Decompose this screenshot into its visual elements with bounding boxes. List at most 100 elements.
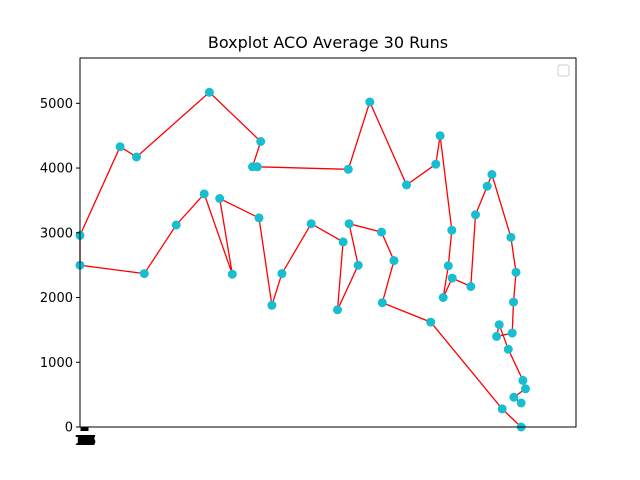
x-tick-label: 46 [80, 434, 97, 449]
route-point [431, 159, 441, 169]
route-point [353, 260, 363, 270]
route-point [492, 331, 502, 341]
route-point [389, 256, 399, 266]
y-tick-label: 3000 [40, 226, 73, 241]
plot-area [75, 87, 530, 432]
x-tick-label: 12 [75, 434, 92, 449]
route-point [343, 164, 353, 174]
x-tick-label: 23 [76, 434, 93, 449]
y-tick-label: 5000 [40, 97, 73, 112]
route-point [447, 225, 457, 235]
route-point [516, 398, 526, 408]
x-axis: 0123456789101112131415161718192021222324… [74, 427, 96, 449]
x-tick-label: 32 [77, 434, 94, 449]
route-point [132, 152, 141, 162]
x-tick-label: 11 [74, 434, 91, 449]
x-tick-label: 30 [77, 434, 94, 449]
route-point [507, 328, 517, 338]
x-tick-label: 26 [77, 434, 94, 449]
x-tick-label: 19 [76, 434, 93, 449]
x-tick-label: 20 [76, 434, 93, 449]
x-tick-label: 7 [78, 434, 86, 449]
x-tick-label: 47 [80, 434, 97, 449]
route-point [204, 87, 214, 97]
y-tick-label: 2000 [40, 291, 73, 306]
x-tick-label: 43 [79, 434, 96, 449]
route-point [254, 213, 264, 223]
route-point [435, 131, 445, 141]
route-point [487, 170, 497, 179]
route-point [215, 194, 225, 203]
x-tick-label: 10 [74, 434, 91, 449]
x-tick-label: 1 [77, 434, 85, 449]
x-tick-label: 9 [78, 434, 86, 449]
x-tick-label: 8 [78, 434, 86, 449]
x-tick-label: 25 [76, 434, 93, 449]
route-point [115, 142, 125, 152]
route-point [494, 320, 504, 330]
x-tick-label: 16 [75, 434, 92, 449]
x-tick-label: 14 [75, 434, 92, 449]
x-tick-label: 5 [78, 434, 86, 449]
x-tick-label: 33 [78, 434, 95, 449]
y-tick-label: 1000 [40, 356, 73, 371]
route-point [509, 297, 518, 307]
x-tick-label: 31 [77, 434, 94, 449]
x-tick-label: 24 [76, 434, 93, 449]
x-tick-label: 45 [79, 434, 96, 449]
y-tick-label: 4000 [40, 162, 73, 177]
route-point [511, 267, 521, 277]
legend-box [557, 64, 570, 77]
route-point [344, 219, 354, 229]
x-tick-label: 41 [79, 434, 96, 449]
route-point [333, 305, 342, 315]
route-point [521, 384, 530, 394]
route-point [466, 282, 476, 291]
route-point [482, 181, 492, 191]
route-point [509, 392, 519, 402]
x-tick-label: 36 [78, 434, 95, 449]
x-tick-label: 29 [77, 434, 94, 449]
route-point [267, 300, 277, 310]
x-tick-label: 40 [79, 434, 96, 449]
x-tick-label: 15 [75, 434, 92, 449]
route-point [443, 261, 453, 271]
axes-frame [79, 57, 577, 428]
y-tick-label: 0 [65, 421, 73, 436]
x-tick-label: 18 [75, 434, 92, 449]
x-tick-label: 0 [77, 434, 85, 449]
route-point [139, 269, 149, 279]
route-point [503, 344, 513, 354]
x-tick-label: 6 [78, 434, 86, 449]
x-tick-label: 13 [75, 434, 92, 449]
y-axis: 0 1000 2000 3000 4000 5000 [40, 97, 80, 436]
route-point [338, 237, 348, 247]
x-tick-label: 3 [77, 434, 85, 449]
x-tick-label: 34 [78, 434, 95, 449]
x-tick-label: 37 [78, 434, 95, 449]
route-point [518, 375, 528, 385]
route-point [447, 273, 457, 283]
x-tick-label: 44 [79, 434, 96, 449]
route-point [365, 97, 375, 107]
route-point [199, 189, 209, 199]
chart-title: Boxplot ACO Average 30 Runs [208, 33, 448, 52]
route-point [471, 210, 480, 220]
x-tick-label: 17 [75, 434, 92, 449]
route-point [306, 219, 316, 229]
x-tick-label: 21 [76, 434, 93, 449]
x-tick-label: 42 [79, 434, 96, 449]
x-tick-label: 27 [77, 434, 94, 449]
x-tick-label: 38 [78, 434, 95, 449]
route-point [227, 269, 237, 279]
x-tick-label: 35 [78, 434, 95, 449]
route-point [426, 317, 436, 327]
route-point [256, 137, 266, 146]
route-point [506, 232, 516, 242]
route-point [497, 404, 507, 414]
route-point [377, 298, 387, 308]
x-tick-label: 4 [77, 434, 85, 449]
x-tick-label: 39 [79, 434, 96, 449]
route-point [438, 293, 448, 302]
